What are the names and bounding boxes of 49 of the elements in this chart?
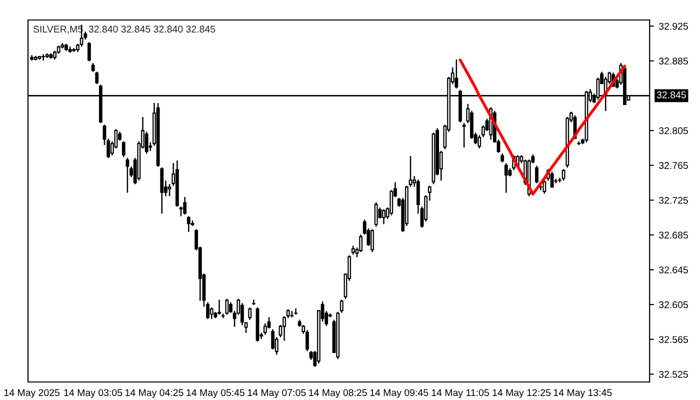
- candlestick: [248, 307, 252, 320]
- candlestick: [186, 216, 190, 232]
- candlestick: [462, 122, 466, 148]
- ref-line-label: 32.845: [656, 91, 686, 98]
- y-tick-label: 32.525: [659, 370, 688, 378]
- candlestick: [562, 169, 566, 181]
- y-tick-label: 32.925: [659, 22, 688, 30]
- candlestick: [374, 202, 378, 227]
- x-tick-label: 14 May 08:25: [309, 389, 367, 398]
- y-tick-label: 32.565: [659, 336, 688, 343]
- y-tick-label: 32.805: [659, 127, 688, 134]
- candlestick: [122, 141, 126, 158]
- candlestick: [408, 156, 412, 187]
- candlestick: [542, 180, 546, 194]
- candlestick: [294, 308, 298, 315]
- y-tick-label: 32.765: [659, 162, 688, 169]
- candlestick: [577, 141, 581, 146]
- x-tick-label: 14 May 07:05: [248, 389, 306, 398]
- candlestick: [126, 158, 130, 193]
- x-tick-label: 14 May 03:05: [64, 389, 122, 398]
- line-series: [458, 58, 626, 196]
- candlestick: [454, 59, 458, 88]
- candlestick: [550, 172, 554, 188]
- candlestick: [42, 54, 46, 61]
- candlestick: [535, 166, 538, 184]
- candlestick: [168, 184, 172, 196]
- candlestick: [370, 229, 374, 252]
- x-tick-label: 14 May 12:25: [492, 389, 551, 398]
- candlestick: [95, 72, 99, 84]
- x-tick-label: 14 May 11:05: [432, 389, 489, 398]
- x-tick-label: 14 May 04:25: [126, 389, 184, 398]
- candlestick: [218, 300, 221, 315]
- y-tick-label: 32.725: [659, 196, 688, 204]
- y-tick-label: 32.685: [659, 232, 688, 239]
- y-tick-label: 32.885: [659, 58, 688, 65]
- candlestick: [504, 162, 508, 193]
- candlestick: [160, 167, 164, 214]
- y-tick-label: 32.605: [659, 301, 688, 308]
- y-tick-label: 32.645: [659, 266, 688, 274]
- candlestick: [382, 209, 386, 224]
- x-tick-label: 14 May 09:45: [370, 389, 428, 398]
- x-tick-label: 14 May 05:45: [186, 389, 244, 398]
- candlestick: [252, 300, 256, 306]
- candlestick: [183, 196, 187, 215]
- candlestick: [225, 298, 229, 315]
- candlestick: [88, 42, 91, 62]
- candlestick: [210, 307, 214, 320]
- x-tick-label: 14 May 2025: [4, 389, 60, 398]
- x-tick-label: 14 May 13:45: [554, 389, 612, 398]
